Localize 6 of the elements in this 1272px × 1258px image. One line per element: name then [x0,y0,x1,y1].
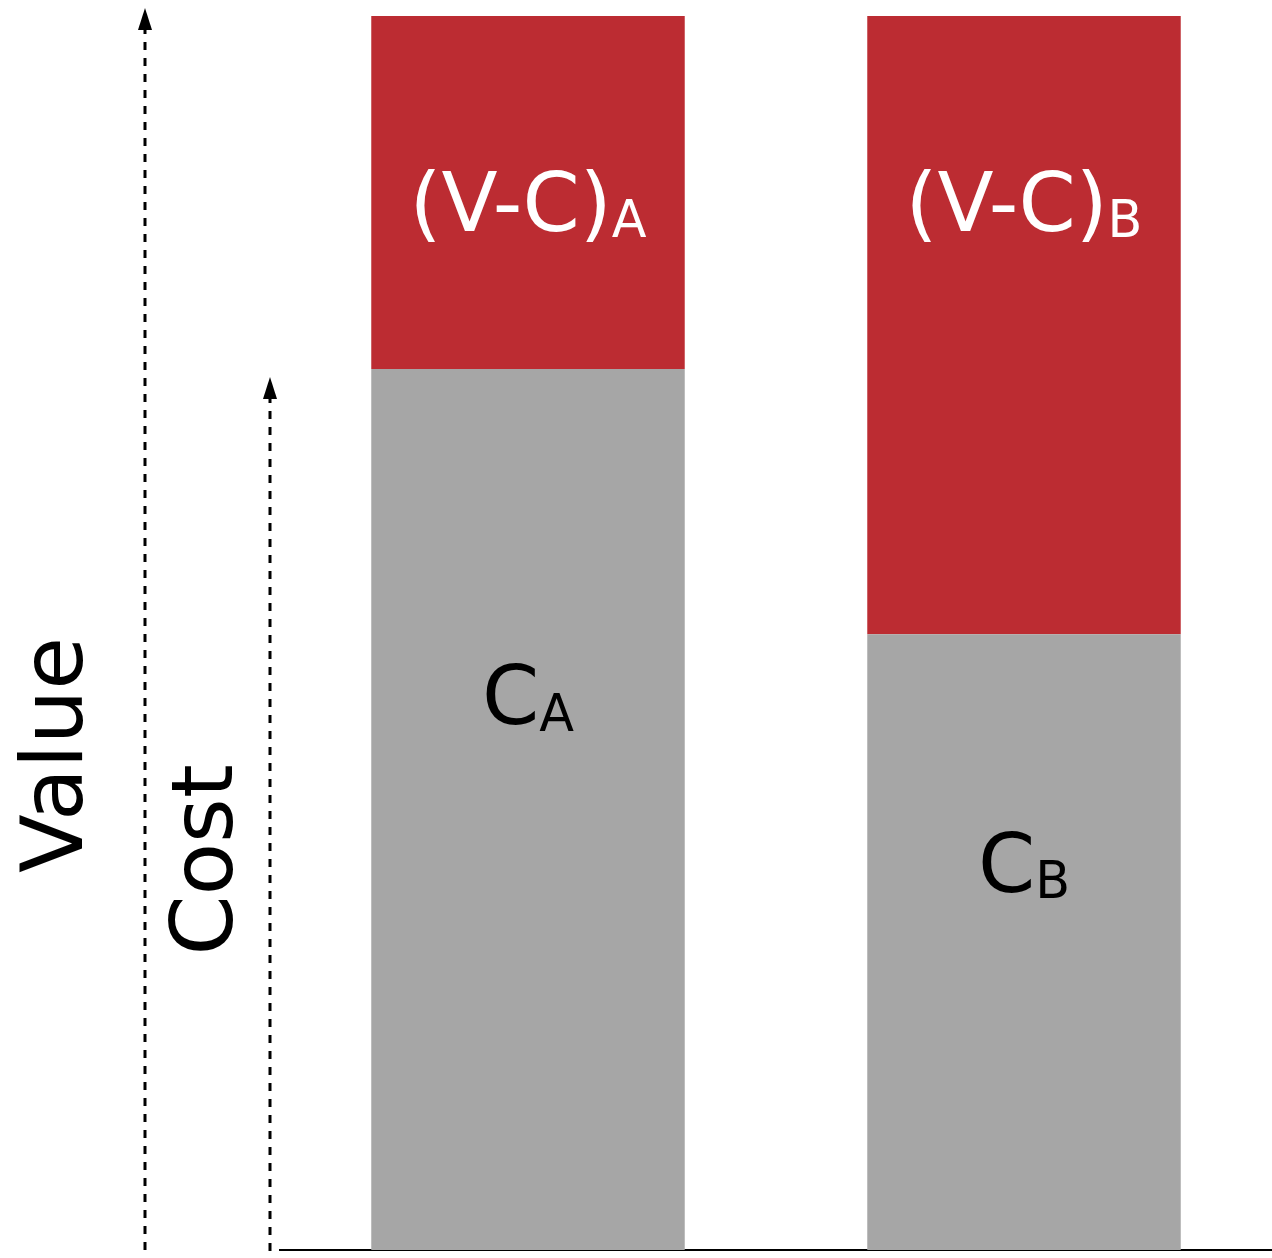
annotation: CB [977,815,1071,911]
annotation: (V-C)A [409,154,647,250]
y-axis-title: Value [2,636,103,874]
annotation: (V-C)B [905,154,1143,250]
annotation: CA [481,648,575,744]
text: Cost [152,764,253,956]
